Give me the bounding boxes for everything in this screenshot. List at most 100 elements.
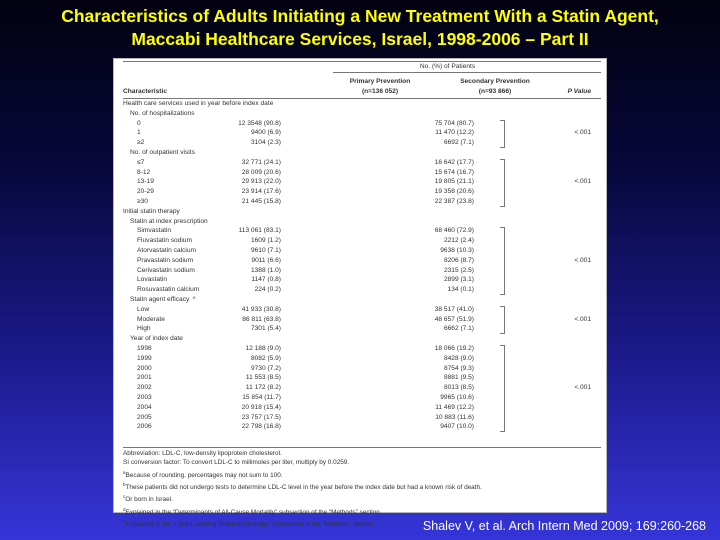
table-row: ≤7 32 771 (24.1) 16 642 (17.7): [123, 158, 601, 168]
table-row: No. of hospitalizations: [123, 109, 601, 119]
table-row: 0 12 3548 (90.8) 75 704 (80.7): [123, 119, 601, 129]
footnote-mark: c: [123, 494, 126, 500]
row-label: 2004: [137, 403, 152, 411]
footnote-mark: d: [123, 506, 126, 512]
row-label: 1998: [137, 344, 152, 352]
secondary-value: 11 470 (12.2): [435, 129, 474, 137]
table-row: 2005 23 757 (17.5) 10 883 (11.6): [123, 413, 601, 423]
primary-value: 11 553 (8.5): [245, 374, 281, 382]
table-row: Moderate 86 811 (63.8) 48 657 (51.9) <.001: [123, 315, 601, 325]
primary-value: 8082 (5.9): [250, 354, 281, 362]
table-row: 2006 22 798 (16.8) 9407 (10.0): [123, 422, 601, 432]
primary-value: 9011 (6.6): [251, 256, 281, 264]
row-label: Rosuvastatin calcium: [137, 286, 200, 294]
secondary-header: Secondary Prevention (n=93 866): [433, 77, 557, 97]
table-body: Health care services used in year before…: [123, 99, 601, 433]
primary-value: 20 918 (15.4): [241, 403, 281, 411]
primary-value: 21 445 (15.8): [241, 197, 281, 205]
table-row: Atorvastatin calcium 9610 (7.1) 9638 (10.3…: [123, 246, 601, 256]
primary-value: 41 933 (30.8): [241, 305, 281, 313]
row-label: ≤7: [137, 158, 145, 166]
header-top-rule: [123, 61, 601, 62]
table-row: 20-29 23 914 (17.6) 19 358 (20.6): [123, 187, 601, 197]
secondary-header-count: (n=93 866): [478, 87, 512, 95]
characteristic-header-label: Characteristic: [123, 88, 167, 95]
footnote-text: Or born in Israel.: [125, 496, 173, 504]
footnote: eExplained in the “Lipid-Lowering Pharma…: [123, 517, 601, 529]
primary-value: 11 172 (8.2): [245, 384, 281, 392]
secondary-value: 8013 (8.5): [443, 384, 474, 392]
footnote-text: Explained in the “Lipid-Lowering Pharmac…: [125, 521, 376, 529]
row-label: 1: [137, 129, 141, 137]
row-label: 20-29: [137, 188, 154, 196]
group-bracket: [500, 119, 505, 148]
footnote-text: Abbreviation: LDL-C, low-density lipopro…: [123, 450, 282, 457]
group-bracket: [500, 158, 505, 207]
table-row: 2004 20 918 (15.4) 11 469 (12.2): [123, 403, 601, 413]
row-label: 0: [137, 119, 141, 127]
footnote-text: These patients did not undergo tests to …: [125, 484, 482, 492]
slide-title: Characteristics of Adults Initiating a N…: [0, 5, 720, 51]
row-label: Initial statin therapy: [123, 207, 180, 215]
secondary-value: 6692 (7.1): [443, 139, 474, 147]
row-label: Statin agent efficacy: [130, 295, 190, 303]
row-label: No. of hospitalizations: [130, 109, 195, 117]
secondary-value: 48 657 (51.9): [434, 315, 474, 323]
table-row: High 7301 (5.4) 6662 (7.1): [123, 324, 601, 334]
secondary-value: 9965 (10.6): [440, 393, 474, 401]
secondary-value: 2315 (2.5): [443, 266, 474, 274]
table-row: Statin at index prescription: [123, 217, 601, 227]
primary-value: 15 854 (11.7): [242, 393, 281, 401]
p-value: <.001: [574, 315, 591, 323]
row-label: Low: [137, 305, 150, 313]
pvalue-header-label: P Value: [567, 88, 591, 95]
secondary-value: 134 (0.1): [447, 286, 474, 294]
row-label: Cerivastatin sodium: [137, 266, 195, 274]
secondary-value: 2212 (2.4): [443, 237, 474, 245]
primary-header-name: Primary Prevention: [349, 78, 411, 85]
primary-value: 7301 (5.4): [250, 325, 281, 333]
secondary-value: 9638 (10.3): [440, 246, 474, 254]
secondary-value: 8754 (9.3): [443, 364, 474, 372]
secondary-value: 19 358 (20.6): [434, 188, 474, 196]
header-bottom-rule: [123, 98, 601, 99]
row-label: 13-19: [137, 178, 154, 186]
primary-value: 9610 (7.1): [250, 246, 281, 254]
primary-value: 3104 (2.3): [250, 139, 281, 147]
table-row: Statin agent efficacy e: [123, 295, 601, 305]
primary-value: 86 811 (63.8): [242, 315, 281, 323]
footnote-mark: a: [123, 469, 126, 475]
table-row: Simvastatin 113 061 (83.1) 68 460 (72.9): [123, 226, 601, 236]
row-label: 2002: [137, 384, 152, 392]
secondary-value: 6662 (7.1): [443, 325, 474, 333]
table-header: No. (%) of Patients Primary Prevention (…: [123, 61, 601, 99]
primary-value: 9730 (7.2): [250, 364, 281, 372]
row-label: 2001: [137, 374, 152, 382]
group-bracket: [500, 305, 505, 335]
row-label: High: [137, 325, 151, 333]
secondary-value: 10 883 (11.6): [435, 413, 474, 421]
table-row: 1999 8082 (5.9) 8428 (9.0): [123, 354, 601, 364]
primary-value: 1147 (0.8): [251, 276, 281, 284]
secondary-value: 68 460 (72.9): [434, 227, 474, 235]
table-row: Rosuvastatin calcium 224 (0.2) 134 (0.1): [123, 285, 601, 295]
secondary-value: 18 066 (19.2): [434, 344, 474, 352]
p-value: <.001: [574, 178, 591, 186]
table-row: Initial statin therapy: [123, 207, 601, 217]
table-row: Low 41 933 (30.8) 38 517 (41.0): [123, 305, 601, 315]
row-label: Health care services used in year before…: [123, 100, 274, 107]
table-row: 2002 11 172 (8.2) 8013 (8.5) <.001: [123, 383, 601, 393]
footnotes: Abbreviation: LDL-C, low-density lipopro…: [123, 447, 601, 530]
secondary-value: 19 805 (21.1): [434, 178, 474, 186]
row-label: ≥30: [137, 197, 148, 205]
characteristic-header: Characteristic: [123, 87, 167, 97]
footnote: SI conversion factor: To convert LDL-C t…: [123, 458, 601, 467]
secondary-header-name: Secondary Prevention: [460, 78, 530, 85]
primary-value: 1609 (1.2): [250, 237, 281, 245]
primary-value: 22 798 (16.8): [241, 423, 281, 431]
primary-value: 12 188 (9.0): [245, 344, 281, 352]
footnote-mark: e: [123, 519, 126, 525]
primary-value: 23 914 (17.6): [241, 188, 281, 196]
secondary-value: 8881 (9.5): [443, 374, 474, 382]
row-label: 2000: [137, 364, 152, 372]
